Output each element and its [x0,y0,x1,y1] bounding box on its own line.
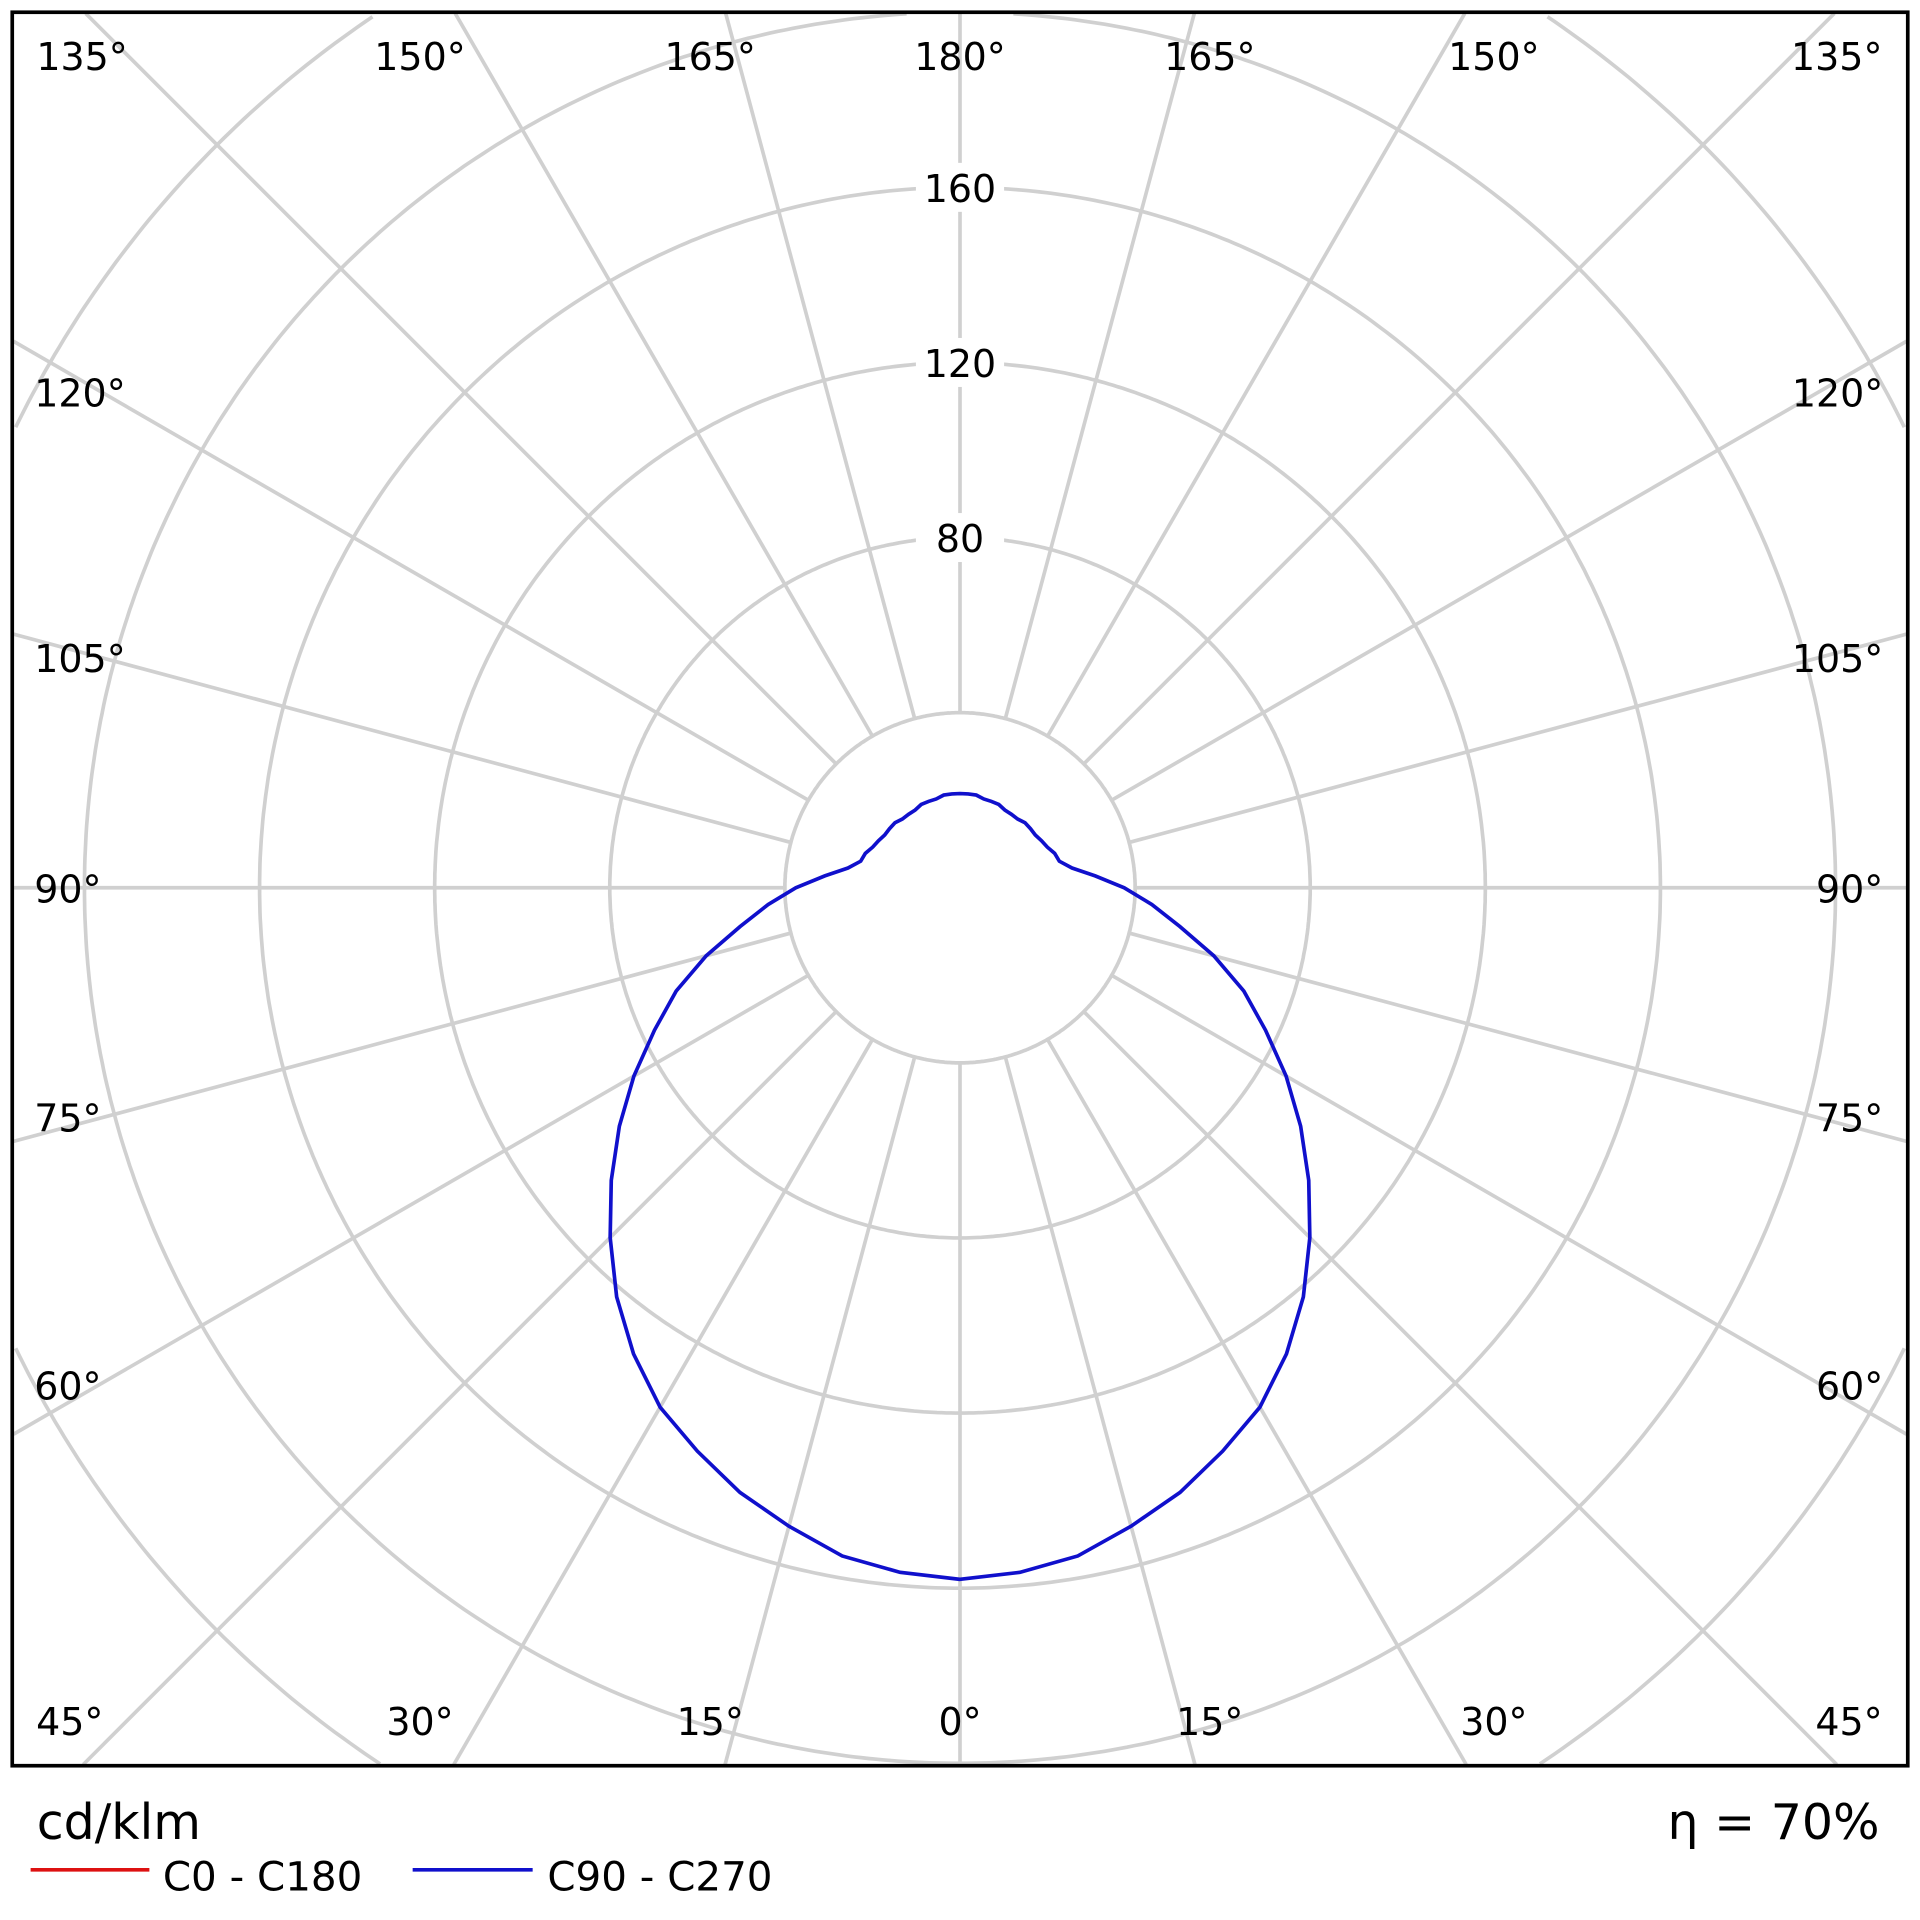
angle-label: 120° [34,372,125,416]
series-curve-1 [608,791,1312,1582]
intensity-curves [608,791,1312,1582]
legend-label-c90-c270: C90 - C270 [547,1853,772,1901]
radial-tick-label: 120 [924,342,996,386]
grid-spoke [12,339,810,802]
plot-frame [10,10,1910,1768]
tick-label-bg [915,337,1005,387]
grid-spoke [12,973,810,1436]
angle-label: 105° [34,637,125,681]
polar-grid [12,12,1908,1766]
angle-label: 45° [1815,1700,1882,1744]
angle-labels: 135° 150° 165° 180° 165° 150° 135° 45° 30° 15° 0° 1… [34,35,1883,1744]
angle-label: 150° [374,35,465,79]
grid-spoke [1128,632,1908,845]
grid-ring-200 [82,12,1838,1766]
grid-spoke [723,12,917,720]
angle-label: 90° [1816,867,1883,911]
angle-label: 60° [34,1365,101,1409]
grid-spoke [1082,12,1836,766]
grid-spoke [12,931,792,1144]
grid-spoke [723,1056,917,1765]
grid-spoke [1110,973,1908,1436]
angle-label: 75° [1816,1096,1883,1140]
grid-spoke [1003,12,1197,720]
grid-spoke [453,12,875,738]
angle-label: 15° [1176,1700,1243,1744]
angle-label: 105° [1792,637,1883,681]
radial-tick-label: 80 [936,517,984,561]
angle-label: 75° [34,1096,101,1140]
grid-spoke [1045,1038,1468,1766]
angle-label: 15° [677,1700,744,1744]
angle-label: 30° [1460,1700,1527,1744]
grid-spoke [1110,339,1908,802]
grid-ring-240 [14,15,1906,1766]
grid-spoke [84,12,838,766]
grid-spoke [1045,12,1467,738]
grid-spoke [81,1010,838,1766]
radial-tick-label: 160 [924,167,996,211]
angle-label: 180° [914,35,1005,79]
angle-label: 165° [1164,35,1255,79]
legend-label-c0-c180: C0 - C180 [163,1853,362,1901]
angle-label: 150° [1448,35,1539,79]
tick-label-bg [915,513,1005,563]
grid-spoke [12,632,792,845]
angle-label: 135° [36,35,127,79]
angle-label: 135° [1791,35,1882,79]
grid-spoke [1082,1010,1839,1766]
grid-spoke [1128,931,1908,1144]
angle-label: 60° [1816,1365,1883,1409]
radial-tick-labels: 80 120 160 [915,162,1005,563]
legend: C0 - C180 C90 - C270 [30,1853,773,1901]
grid-spoke [452,1038,875,1766]
angle-label: 90° [34,867,101,911]
grid-ring-40 [783,710,1137,1065]
unit-label: cd/klm [37,1794,201,1851]
angle-label: 120° [1792,372,1883,416]
efficiency-label: η = 70% [1668,1794,1880,1851]
angle-label: 45° [36,1700,103,1744]
grid-spoke [1003,1056,1197,1765]
angle-label: 0° [938,1700,981,1744]
angle-label: 165° [665,35,756,79]
angle-label: 30° [386,1700,453,1744]
tick-label-bg [915,162,1005,212]
